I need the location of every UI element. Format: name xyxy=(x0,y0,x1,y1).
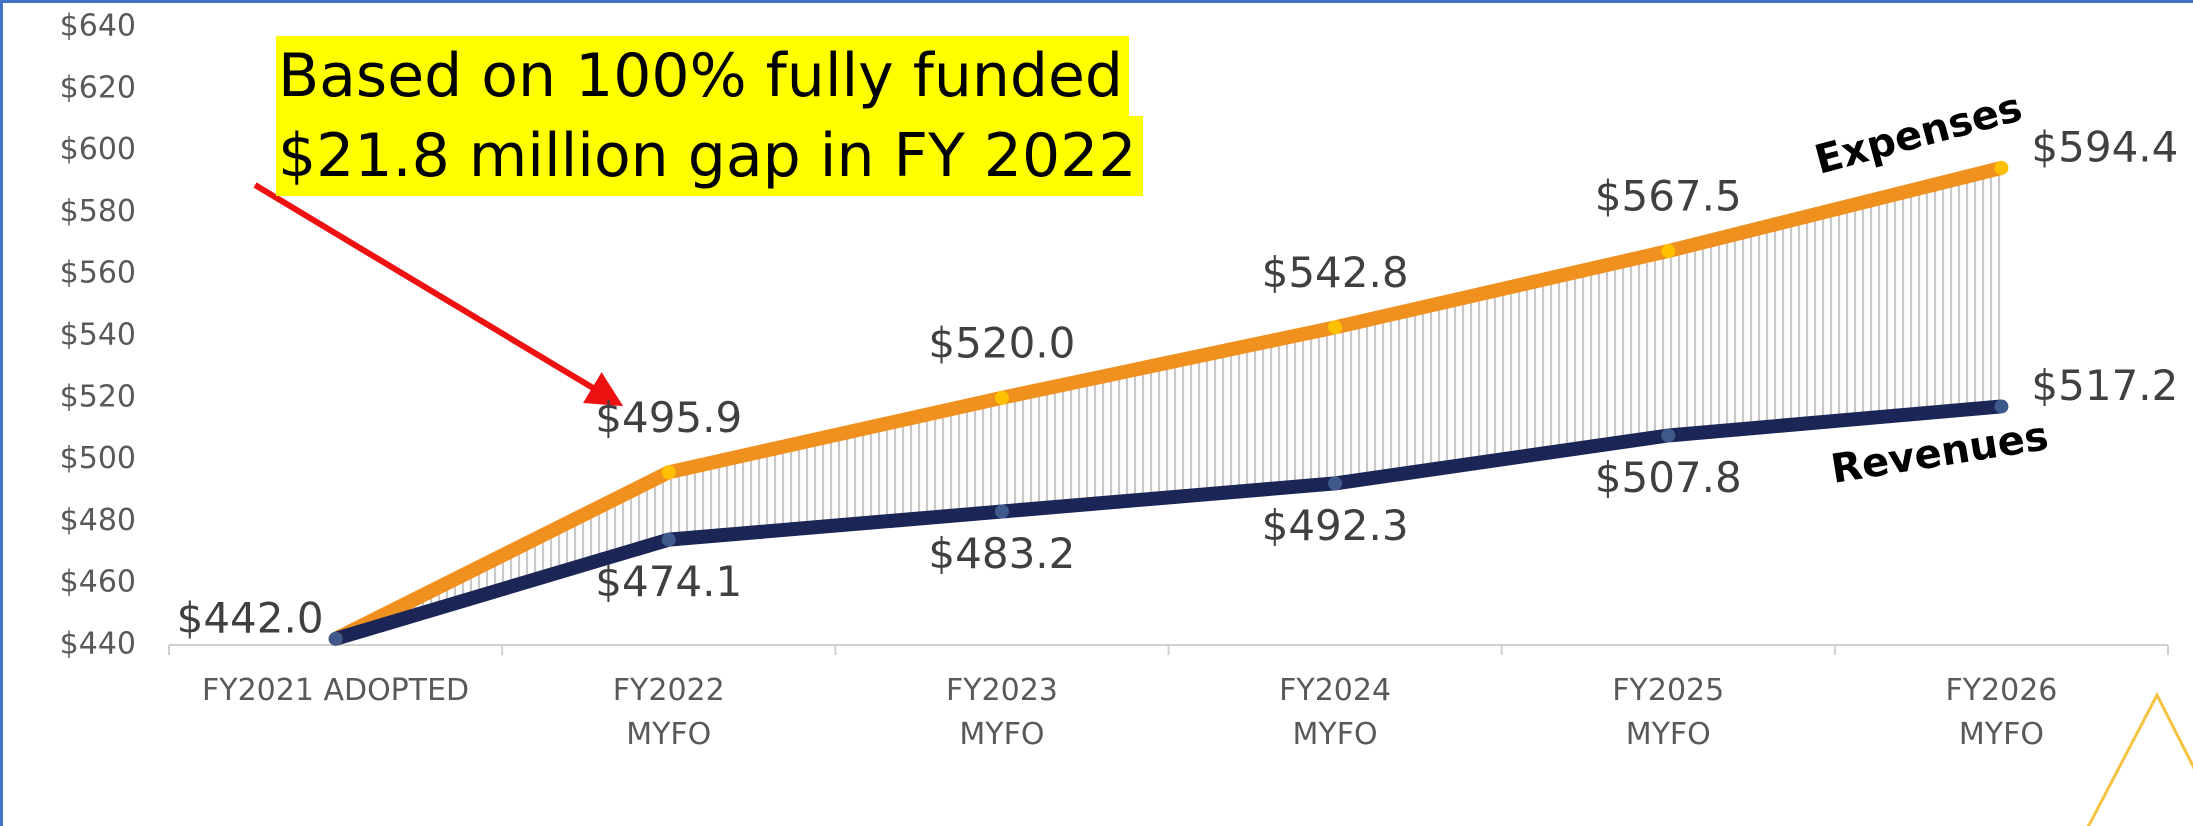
y-tick-label: $640 xyxy=(60,9,136,44)
data-point xyxy=(1994,160,2009,175)
y-tick-label: $500 xyxy=(60,441,136,476)
data-point xyxy=(661,532,676,547)
data-label: $517.2 xyxy=(2031,361,2178,410)
y-tick-label: $600 xyxy=(60,132,136,167)
y-tick-label: $440 xyxy=(60,627,136,662)
data-point xyxy=(1994,399,2009,414)
data-point xyxy=(994,390,1009,405)
data-label: $442.0 xyxy=(177,593,324,642)
annotation-line: Based on 100% fully funded xyxy=(276,36,1130,116)
data-label: $495.9 xyxy=(595,393,742,442)
data-point xyxy=(661,465,676,480)
data-label: $483.2 xyxy=(928,529,1075,578)
data-label: $594.4 xyxy=(2031,122,2178,171)
y-tick-label: $520 xyxy=(60,379,136,414)
data-point xyxy=(1328,320,1343,335)
gap-area xyxy=(335,167,2002,639)
y-tick-label: $480 xyxy=(60,503,136,538)
y-tick-label: $460 xyxy=(60,565,136,600)
data-label: $567.5 xyxy=(1595,172,1742,221)
annotation-line: $21.8 million gap in FY 2022 xyxy=(276,116,1143,196)
x-tick-label: FY2023 MYFO xyxy=(945,673,1058,752)
data-point xyxy=(328,631,343,646)
data-point xyxy=(1328,476,1343,491)
data-label: $492.3 xyxy=(1262,501,1409,550)
data-label: $474.1 xyxy=(595,557,742,606)
x-tick-label: FY2026 MYFO xyxy=(1945,673,2058,752)
series-line xyxy=(332,161,2004,646)
y-tick-label: $580 xyxy=(60,194,136,229)
x-tick-label: FY2022 MYFO xyxy=(612,673,725,752)
annotation: Based on 100% fully funded $21.8 million… xyxy=(276,36,1143,196)
data-label: $542.8 xyxy=(1262,248,1409,297)
x-tick-label: FY2021 ADOPTED xyxy=(201,673,470,708)
y-tick-label: $540 xyxy=(60,318,136,353)
chart: $440 $460 $480 $500 $520 $540 $560 $580 $600 $620… xyxy=(60,9,2193,826)
data-point xyxy=(994,504,1009,519)
y-tick-label: $560 xyxy=(60,256,136,291)
corner-decoration xyxy=(2086,691,2193,826)
data-point xyxy=(1661,428,1676,443)
x-tick-label: FY2025 MYFO xyxy=(1612,673,1725,752)
data-label: $520.0 xyxy=(928,318,1075,367)
arrow xyxy=(253,182,624,407)
data-point xyxy=(1661,244,1676,259)
series-line xyxy=(333,399,2003,646)
y-tick-label: $620 xyxy=(60,70,136,105)
x-tick-label: FY2024 MYFO xyxy=(1279,673,1392,752)
data-label: $507.8 xyxy=(1595,453,1742,502)
